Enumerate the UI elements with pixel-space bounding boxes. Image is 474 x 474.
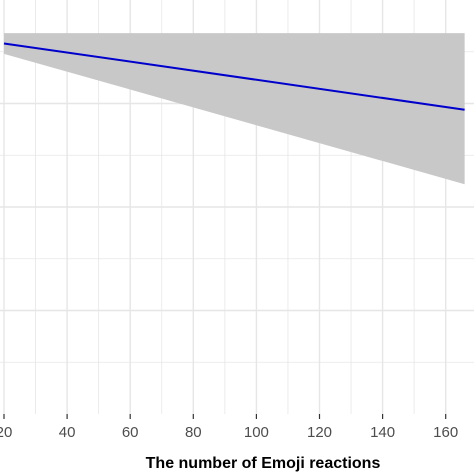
x-axis-ticks bbox=[3, 414, 447, 419]
x-tick-label: 120 bbox=[307, 424, 332, 441]
x-axis-title: The number of Emoji reactions bbox=[146, 455, 381, 472]
x-tick-label: 60 bbox=[122, 424, 139, 441]
x-tick-label: 100 bbox=[244, 424, 269, 441]
x-tick-label: 40 bbox=[59, 424, 76, 441]
confidence-band bbox=[4, 33, 465, 185]
x-axis-tick-labels: 20 40 60 80 100 120 140 160 bbox=[0, 424, 458, 441]
confidence-band-layer bbox=[4, 33, 465, 185]
x-tick-label: 140 bbox=[370, 424, 395, 441]
x-tick-label: 20 bbox=[0, 424, 12, 441]
series-line-0 bbox=[3, 42, 465, 111]
x-tick-label: 160 bbox=[433, 424, 458, 441]
x-tick-label: 80 bbox=[185, 424, 202, 441]
series-line-layer bbox=[3, 42, 465, 111]
